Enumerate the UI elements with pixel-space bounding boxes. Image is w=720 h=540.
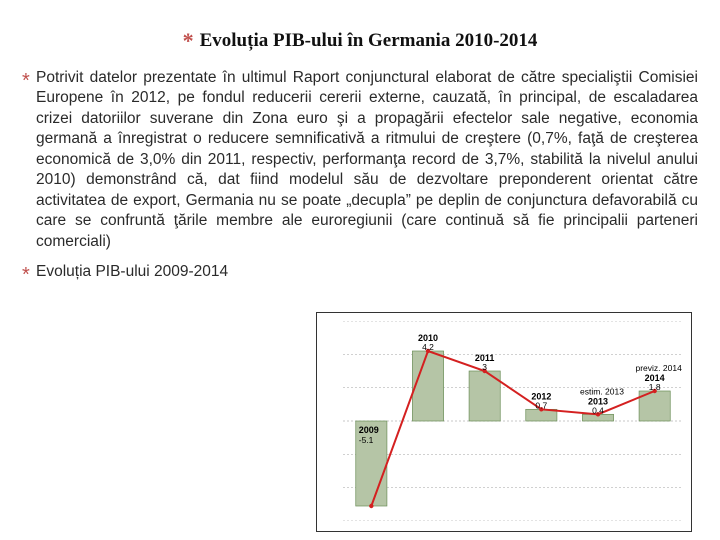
svg-text:0.4: 0.4 <box>592 405 604 415</box>
svg-text:-5.1: -5.1 <box>359 435 374 445</box>
asterisk-icon: * <box>22 68 30 94</box>
pib-chart: -6-4-20246 2009-5.120104.22011320120.720… <box>316 312 692 532</box>
svg-text:0.7: 0.7 <box>535 400 547 410</box>
bars <box>356 351 671 506</box>
svg-text:4.2: 4.2 <box>422 342 434 352</box>
annotation-estim: estim. 2013 <box>580 386 624 396</box>
svg-text:1.8: 1.8 <box>649 382 661 392</box>
body-paragraph-2: * Evoluția PIB-ului 2009-2014 <box>22 262 698 282</box>
svg-text:2009: 2009 <box>359 425 379 435</box>
body-text-1: Potrivit datelor prezentate în ultimul R… <box>36 69 698 250</box>
asterisk-icon: * <box>22 262 30 288</box>
body-text-2: Evoluția PIB-ului 2009-2014 <box>36 263 228 280</box>
svg-text:3: 3 <box>482 362 487 372</box>
body-paragraph-1: * Potrivit datelor prezentate în ultimul… <box>22 68 698 252</box>
slide-title: * Evoluția PIB-ului în Germania 2010-2014 <box>22 28 698 54</box>
title-text: Evoluția PIB-ului în Germania 2010-2014 <box>200 30 538 51</box>
annotation-previz: previz. 2014 <box>636 363 683 373</box>
chart-grid <box>343 321 683 521</box>
slide: * Evoluția PIB-ului în Germania 2010-2014… <box>0 0 720 540</box>
chart-svg: -6-4-20246 2009-5.120104.22011320120.720… <box>343 321 683 521</box>
asterisk-icon: * <box>183 28 194 53</box>
